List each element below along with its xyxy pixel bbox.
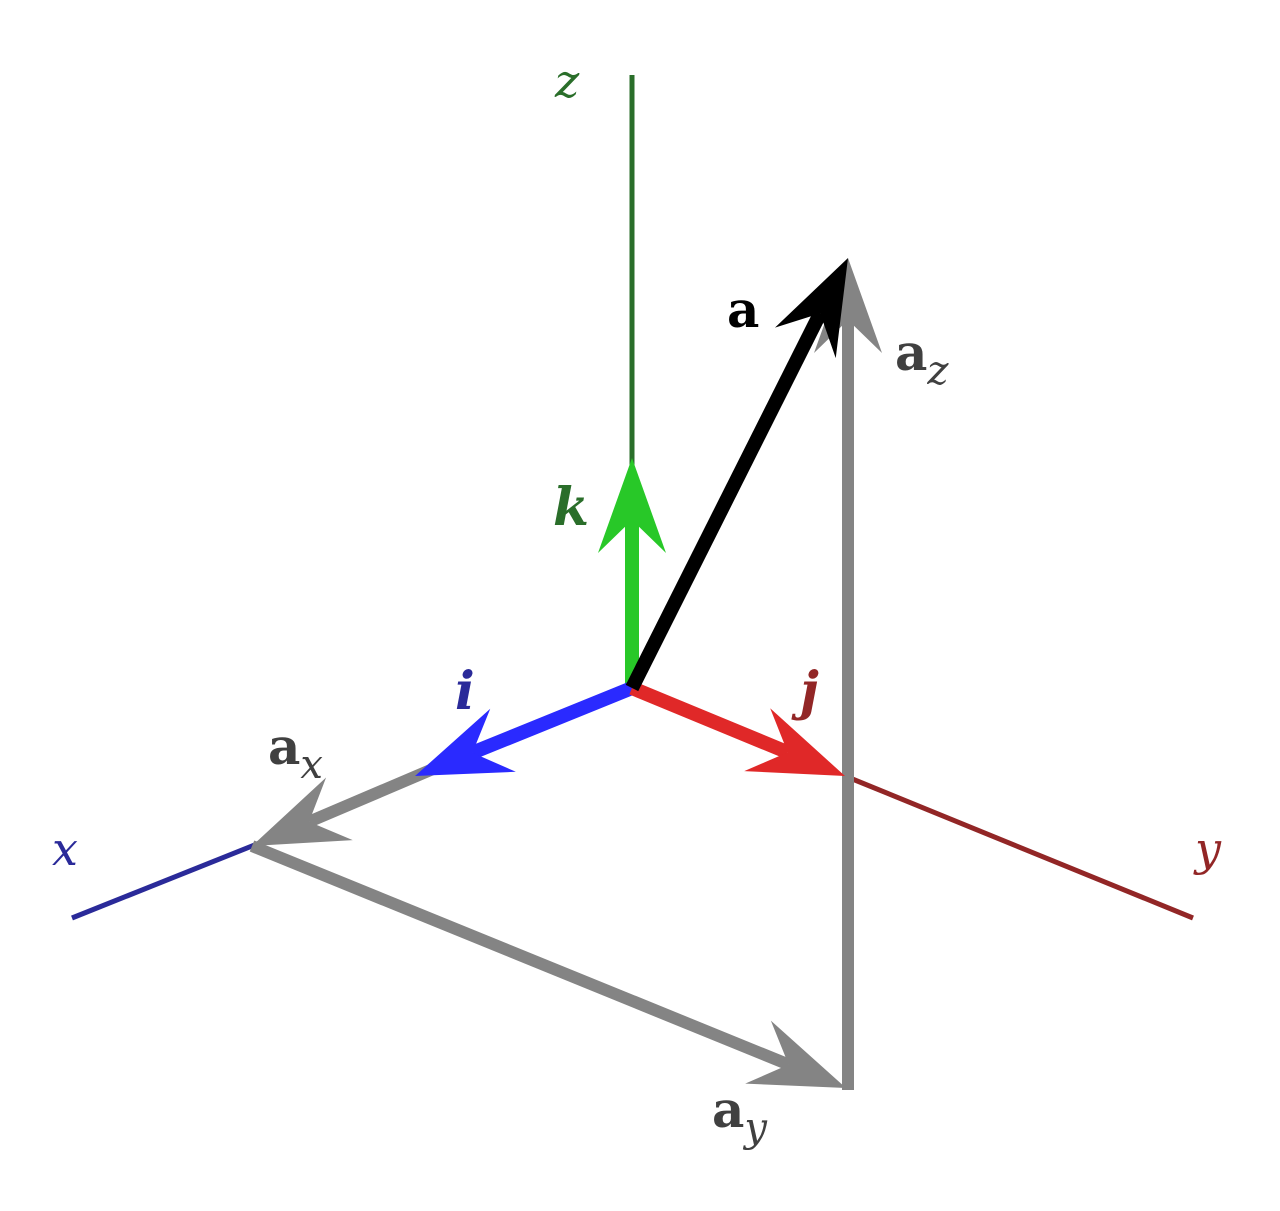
z-axis-label: z (555, 54, 580, 108)
a-y-component-shaft (249, 840, 791, 1071)
i-unit-vector-shaft (469, 681, 635, 760)
a-x-component-arrowhead (252, 777, 353, 846)
vector-a-arrowhead (774, 258, 848, 359)
vector-a-shaft (625, 310, 827, 692)
a-x-component-label: ax (268, 722, 323, 786)
a-z-component-label: az (895, 328, 948, 392)
x-axis (71, 839, 263, 921)
a-y-component-label: ay (712, 1085, 767, 1149)
a-y-component-arrowhead (745, 1020, 846, 1088)
j-unit-vector-arrowhead (744, 708, 845, 776)
vector-a-label: a (727, 280, 760, 339)
a-z-base: a (895, 323, 928, 382)
a-x-base: a (268, 717, 301, 776)
a-y-base: a (712, 1080, 745, 1139)
k-unit-vector-arrowhead (598, 458, 666, 553)
i-unit-vector-arrowhead (415, 708, 516, 776)
a-y-subscript: y (744, 1105, 768, 1151)
j-unit-vector-shaft (629, 681, 791, 759)
x-axis-label: x (52, 822, 78, 876)
a-z-subscript: z (927, 348, 949, 394)
y-axis-label: y (1195, 822, 1221, 876)
k-unit-vector-label: k (553, 477, 590, 538)
y-axis (844, 773, 1194, 921)
i-unit-vector-label: i (455, 661, 475, 722)
a-x-subscript: x (300, 742, 323, 788)
j-unit-vector-label: j (800, 661, 819, 722)
